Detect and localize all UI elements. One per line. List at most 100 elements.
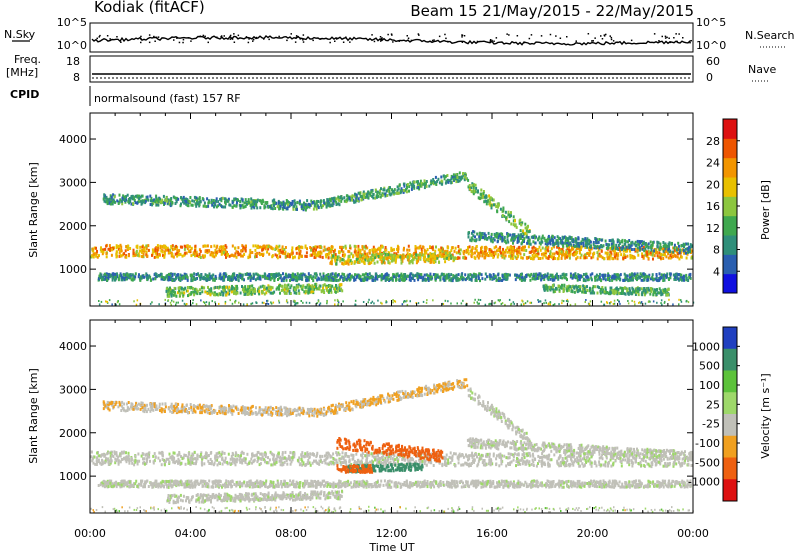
heatmap-cell xyxy=(628,239,631,242)
heatmap-cell xyxy=(191,199,194,203)
heatmap-cell xyxy=(240,254,243,258)
heatmap-cell xyxy=(301,246,304,250)
heatmap-cell xyxy=(165,287,168,291)
heatmap-cell xyxy=(177,273,180,277)
heatmap-cell xyxy=(603,257,606,260)
heatmap-cell xyxy=(501,239,504,243)
station-title: Kodiak (fitACF) xyxy=(94,0,205,16)
heatmap-cell xyxy=(635,291,638,295)
heatmap-cell xyxy=(336,273,339,277)
heatmap-cell xyxy=(597,254,600,258)
heatmap-cell xyxy=(570,287,573,291)
heatmap-cell xyxy=(429,245,431,249)
heatmap-cell xyxy=(480,192,483,196)
heatmap-cell xyxy=(115,250,118,254)
heatmap-cell xyxy=(398,274,400,278)
heatmap-cell xyxy=(357,199,360,203)
heatmap-cell xyxy=(559,241,562,245)
heatmap-cell xyxy=(584,246,587,249)
heatmap-cell xyxy=(165,289,168,293)
heatmap-cell xyxy=(179,252,182,256)
heatmap-cell xyxy=(482,251,485,255)
heatmap-cell xyxy=(674,275,677,279)
heatmap-cell xyxy=(571,246,573,250)
heatmap-cell xyxy=(505,274,508,278)
heatmap-cell xyxy=(564,239,567,243)
nsearch-point xyxy=(379,36,382,38)
heatmap-cell xyxy=(489,203,492,207)
heatmap-cell xyxy=(377,275,380,278)
heatmap-cell xyxy=(271,247,274,251)
heatmap-cell xyxy=(301,203,303,207)
heatmap-cell xyxy=(401,276,404,279)
cpid-label: CPID xyxy=(10,88,39,101)
heatmap-cell xyxy=(515,257,518,260)
heatmap-cell xyxy=(363,250,366,254)
heatmap-cell xyxy=(174,252,177,256)
heatmap-cell xyxy=(469,273,472,277)
heatmap-cell xyxy=(471,190,474,194)
heatmap-cell xyxy=(642,240,645,244)
heatmap-cell xyxy=(598,277,601,281)
heatmap-cell xyxy=(179,245,182,249)
heatmap-cell xyxy=(230,278,233,282)
heatmap-cell xyxy=(335,284,338,288)
heatmap-cell xyxy=(622,256,625,260)
heatmap-cell xyxy=(527,224,529,228)
heatmap-cell xyxy=(417,180,419,184)
heatmap-cell xyxy=(286,206,289,210)
heatmap-cell xyxy=(357,247,360,251)
heatmap-cell xyxy=(320,275,323,279)
heatmap-cell xyxy=(249,248,252,252)
heatmap-cell xyxy=(137,200,140,204)
heatmap-cell xyxy=(516,251,519,255)
heatmap-cell xyxy=(152,277,155,281)
heatmap-cell xyxy=(391,278,394,282)
heatmap-cell xyxy=(297,277,300,281)
heatmap-cell xyxy=(577,275,580,278)
heatmap-cell xyxy=(488,194,491,198)
heatmap-cell xyxy=(506,250,509,254)
nsearch-point xyxy=(610,36,613,39)
heatmap-cell xyxy=(162,254,164,258)
heatmap-cell xyxy=(509,256,512,260)
heatmap-cell xyxy=(166,199,169,203)
heatmap-cell xyxy=(271,207,274,211)
heatmap-cell xyxy=(322,286,324,290)
heatmap-cell xyxy=(247,276,250,280)
heatmap-cell xyxy=(652,257,654,261)
heatmap-cell xyxy=(411,273,414,277)
heatmap-cell xyxy=(131,278,134,282)
heatmap-cell xyxy=(397,245,400,249)
heatmap-cell xyxy=(610,252,613,256)
heatmap-cell xyxy=(236,198,239,201)
heatmap-cell xyxy=(522,278,525,282)
nsearch-point xyxy=(528,37,531,40)
heatmap-cell xyxy=(206,251,209,254)
heatmap-cell xyxy=(296,246,298,250)
heatmap-cell xyxy=(270,246,273,250)
heatmap-cell xyxy=(413,186,416,190)
heatmap-cell xyxy=(669,249,672,253)
heatmap-cell xyxy=(497,236,500,240)
heatmap-cell xyxy=(685,251,687,255)
nsky-tick-high: 10^5 xyxy=(57,16,87,29)
heatmap-cell xyxy=(386,194,389,197)
heatmap-cell xyxy=(611,274,614,278)
heatmap-cell xyxy=(586,240,589,243)
heatmap-cell xyxy=(624,247,627,251)
heatmap-cell xyxy=(269,205,272,209)
heatmap-cell xyxy=(212,199,215,202)
heatmap-cell xyxy=(183,201,186,205)
heatmap-cell xyxy=(597,248,600,252)
heatmap-cell xyxy=(519,277,521,281)
heatmap-cell xyxy=(145,195,148,199)
heatmap-cell xyxy=(222,293,225,297)
heatmap-cell xyxy=(304,254,307,258)
heatmap-cell xyxy=(254,278,257,282)
heatmap-cell xyxy=(331,204,334,208)
heatmap-cell xyxy=(537,252,540,256)
heatmap-cell xyxy=(472,272,475,276)
heatmap-cell xyxy=(558,246,561,250)
heatmap-cell xyxy=(194,287,197,291)
